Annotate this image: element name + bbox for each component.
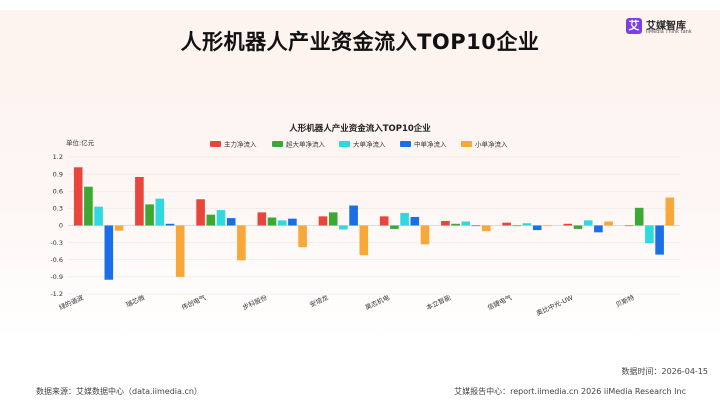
x-tick-label: 步科股份 bbox=[241, 292, 269, 311]
bar bbox=[655, 225, 664, 255]
legend-swatch bbox=[210, 141, 221, 147]
legend-swatch bbox=[272, 141, 283, 147]
bar bbox=[522, 223, 532, 226]
legend-label: 主力净流入 bbox=[224, 140, 257, 149]
bar bbox=[594, 225, 603, 233]
y-axis-unit-label: 单位:亿元 bbox=[66, 138, 95, 147]
bar bbox=[288, 218, 297, 226]
bar bbox=[328, 212, 338, 226]
bar bbox=[226, 218, 236, 226]
bar bbox=[216, 210, 226, 226]
bar bbox=[359, 225, 369, 256]
brand-name: 艾媒智库 bbox=[646, 21, 686, 32]
legend-swatch bbox=[400, 141, 411, 147]
y-tick-label: 0.6 bbox=[53, 187, 63, 195]
y-tick-label: 0.3 bbox=[53, 205, 63, 213]
bar bbox=[645, 225, 654, 244]
bar bbox=[532, 225, 542, 231]
bar bbox=[135, 176, 144, 226]
bar bbox=[257, 212, 267, 226]
bar bbox=[318, 216, 328, 226]
legend-label: 中单净流入 bbox=[414, 140, 447, 149]
bar bbox=[461, 221, 471, 226]
bar bbox=[573, 225, 583, 229]
y-tick-label: -0.6 bbox=[50, 256, 63, 264]
y-axis: -1.2 -0.9 -0.6 -0.3 0 0.3 0.6 0.9 1.2 bbox=[50, 153, 63, 298]
bar bbox=[73, 167, 83, 226]
bar bbox=[298, 225, 307, 248]
x-tick-label: 奥比中光-UW bbox=[535, 292, 575, 317]
legend-label: 小单净流入 bbox=[475, 140, 508, 149]
bars bbox=[73, 167, 675, 280]
bar bbox=[104, 225, 114, 280]
bar bbox=[502, 222, 511, 226]
bar bbox=[114, 225, 124, 231]
bar bbox=[481, 225, 491, 232]
y-tick-label: -0.3 bbox=[50, 239, 63, 247]
bar bbox=[665, 197, 675, 226]
x-tick-label: 伟创电气 bbox=[180, 292, 208, 311]
bar bbox=[349, 205, 358, 226]
legend-swatch bbox=[461, 141, 472, 147]
legend-swatch bbox=[339, 141, 350, 147]
bar bbox=[451, 223, 460, 226]
bar bbox=[390, 225, 399, 229]
bar bbox=[267, 217, 277, 226]
bar bbox=[175, 225, 185, 277]
data-date: 数据时间：2026-04-15 bbox=[621, 367, 709, 376]
x-tick-label: 信捷电气 bbox=[486, 292, 514, 311]
bar bbox=[624, 225, 634, 227]
bar bbox=[512, 225, 522, 227]
bar bbox=[604, 221, 613, 226]
bar bbox=[196, 199, 205, 226]
y-tick-label: 0.9 bbox=[53, 170, 63, 178]
x-tick-label: 贝斯特 bbox=[614, 292, 636, 309]
bar bbox=[145, 204, 154, 226]
y-tick-label: -0.9 bbox=[50, 273, 63, 281]
bar bbox=[400, 212, 409, 226]
y-tick-label: 0 bbox=[59, 222, 63, 230]
chart-title: 人形机器人产业资金流入TOP10企业 bbox=[289, 123, 431, 134]
legend-label: 大单净流入 bbox=[353, 140, 386, 149]
bar bbox=[237, 225, 246, 261]
legend: 主力净流入 超大单净流入 大单净流入 中单净流入 小单净流入 bbox=[210, 140, 508, 149]
x-tick-label: 瑞芯微 bbox=[124, 292, 146, 309]
report-center: 艾媒报告中心：report.iimedia.cn 2026 iiMedia Re… bbox=[454, 387, 686, 396]
x-tick-label: 昊志机电 bbox=[363, 292, 391, 311]
bar bbox=[634, 207, 644, 226]
brand-logo-icon: 艾 bbox=[626, 18, 642, 34]
x-axis: 绿的谐波 瑞芯微 伟创电气 步科股份 安培龙 昊志机电 本立智能 信捷电气 奥比中光-UW 贝斯特 bbox=[57, 292, 636, 317]
bar bbox=[165, 223, 175, 226]
bar bbox=[583, 220, 593, 226]
page-title: 人形机器人产业资金流入TOP10企业 bbox=[180, 30, 540, 54]
bar bbox=[471, 225, 481, 227]
legend-label: 超大单净流入 bbox=[286, 140, 326, 149]
bar bbox=[543, 225, 552, 227]
brand-subtitle: iiMedia Think tank bbox=[646, 29, 692, 35]
bar bbox=[155, 198, 165, 226]
bar bbox=[563, 223, 573, 226]
x-tick-label: 本立智能 bbox=[425, 292, 453, 311]
bar bbox=[339, 225, 348, 230]
data-source: 数据来源：艾媒数据中心（data.iimedia.cn） bbox=[36, 387, 202, 396]
y-tick-label: 1.2 bbox=[53, 153, 63, 161]
bar bbox=[206, 214, 216, 226]
bar bbox=[94, 206, 103, 226]
bar bbox=[441, 220, 450, 226]
bar bbox=[420, 225, 430, 245]
bar bbox=[277, 220, 287, 226]
bar bbox=[410, 216, 420, 226]
header-background bbox=[0, 10, 720, 340]
y-tick-label: -1.2 bbox=[50, 290, 63, 298]
bar bbox=[84, 186, 93, 226]
x-tick-label: 安培龙 bbox=[308, 292, 330, 309]
bar bbox=[379, 216, 389, 226]
